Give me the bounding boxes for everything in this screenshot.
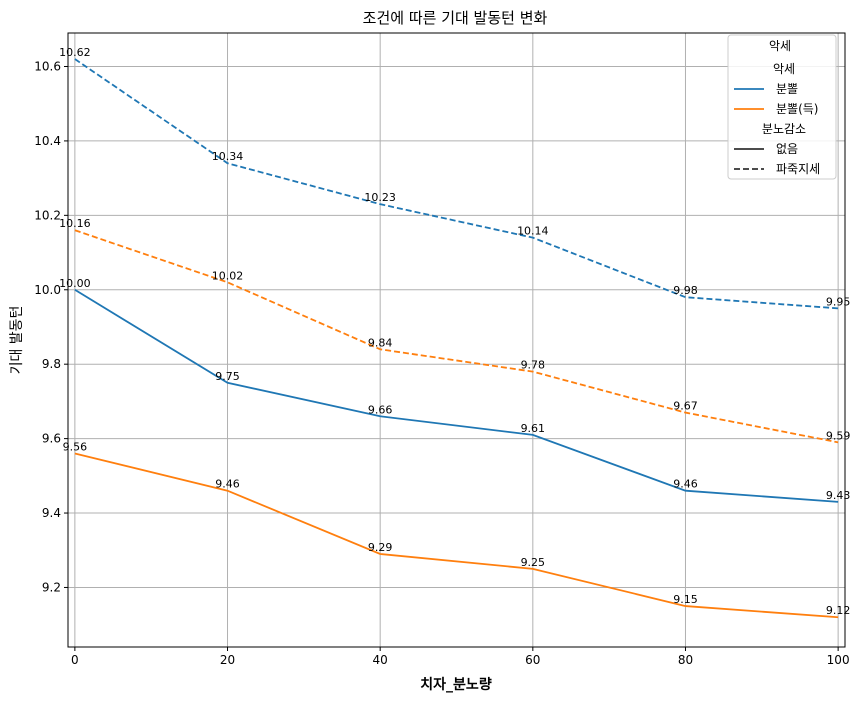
legend-subtitle: 분노감소 bbox=[762, 122, 806, 136]
data-label: 9.61 bbox=[521, 422, 546, 435]
y-tick-label: 10.0 bbox=[34, 283, 61, 297]
y-tick-label: 9.6 bbox=[42, 432, 61, 446]
y-axis-ticks: 9.2 9.4 9.6 9.8 10.0 10.2 10.4 10.6 bbox=[34, 59, 68, 594]
y-tick-label: 10.2 bbox=[34, 208, 61, 222]
data-label: 9.25 bbox=[521, 556, 546, 569]
x-tick-label: 0 bbox=[71, 653, 79, 667]
y-axis-title: 기대 발동턴 bbox=[9, 306, 25, 375]
data-label: 9.75 bbox=[215, 370, 240, 383]
data-label: 9.15 bbox=[673, 593, 698, 606]
data-label: 9.78 bbox=[521, 359, 546, 372]
data-label: 9.56 bbox=[63, 440, 88, 453]
data-label: 9.98 bbox=[673, 284, 698, 297]
data-label: 9.12 bbox=[826, 604, 851, 617]
series-line-1 bbox=[74, 452, 839, 619]
x-axis-ticks: 0 20 40 60 80 100 bbox=[71, 647, 850, 667]
data-label: 9.84 bbox=[368, 336, 393, 349]
series-line-3 bbox=[74, 229, 839, 444]
legend-box bbox=[727, 34, 837, 180]
data-labels-group: 10.00 9.75 9.66 9.61 9.46 9.43 9.56 9.46 9.29 9.2… bbox=[59, 46, 850, 617]
data-label: 10.02 bbox=[212, 269, 244, 282]
series-line-0 bbox=[74, 288, 839, 503]
data-label: 10.34 bbox=[212, 150, 244, 163]
chart-title: 조건에 따른 기대 발동턴 변화 bbox=[363, 9, 548, 27]
x-tick-label: 100 bbox=[827, 653, 850, 667]
x-axis-title: 치자_분노량 bbox=[420, 677, 492, 693]
data-label: 10.62 bbox=[59, 46, 91, 59]
y-tick-label: 9.4 bbox=[42, 506, 61, 520]
data-label: 9.95 bbox=[826, 295, 851, 308]
data-label: 10.16 bbox=[59, 217, 91, 230]
legend-label: 분뽈 bbox=[776, 82, 798, 96]
series-line-2 bbox=[74, 58, 839, 310]
y-tick-label: 10.4 bbox=[34, 134, 61, 148]
data-label: 9.66 bbox=[368, 403, 393, 416]
x-tick-label: 60 bbox=[525, 653, 540, 667]
data-label: 10.00 bbox=[59, 277, 91, 290]
legend-subtitle: 악세 bbox=[773, 62, 795, 76]
x-tick-label: 20 bbox=[220, 653, 235, 667]
data-label: 10.23 bbox=[364, 191, 396, 204]
y-tick-label: 9.8 bbox=[42, 357, 61, 371]
grid-lines bbox=[68, 33, 845, 647]
data-label: 9.59 bbox=[826, 429, 851, 442]
legend-label: 분뽈(득) bbox=[776, 102, 818, 116]
data-label: 9.67 bbox=[673, 400, 698, 413]
legend-label: 파죽지세 bbox=[776, 162, 820, 176]
data-label: 9.46 bbox=[215, 478, 240, 491]
data-label: 9.46 bbox=[673, 478, 698, 491]
legend-title: 악세 bbox=[769, 39, 791, 53]
x-tick-label: 80 bbox=[678, 653, 693, 667]
legend-label: 없음 bbox=[776, 142, 798, 156]
data-label: 10.14 bbox=[517, 225, 549, 238]
y-tick-label: 9.2 bbox=[42, 580, 61, 594]
plot-frame bbox=[67, 32, 846, 648]
data-label: 9.43 bbox=[826, 489, 851, 502]
y-tick-label: 10.6 bbox=[34, 59, 61, 73]
series-group bbox=[74, 58, 839, 619]
x-tick-label: 40 bbox=[373, 653, 388, 667]
data-label: 9.29 bbox=[368, 541, 393, 554]
